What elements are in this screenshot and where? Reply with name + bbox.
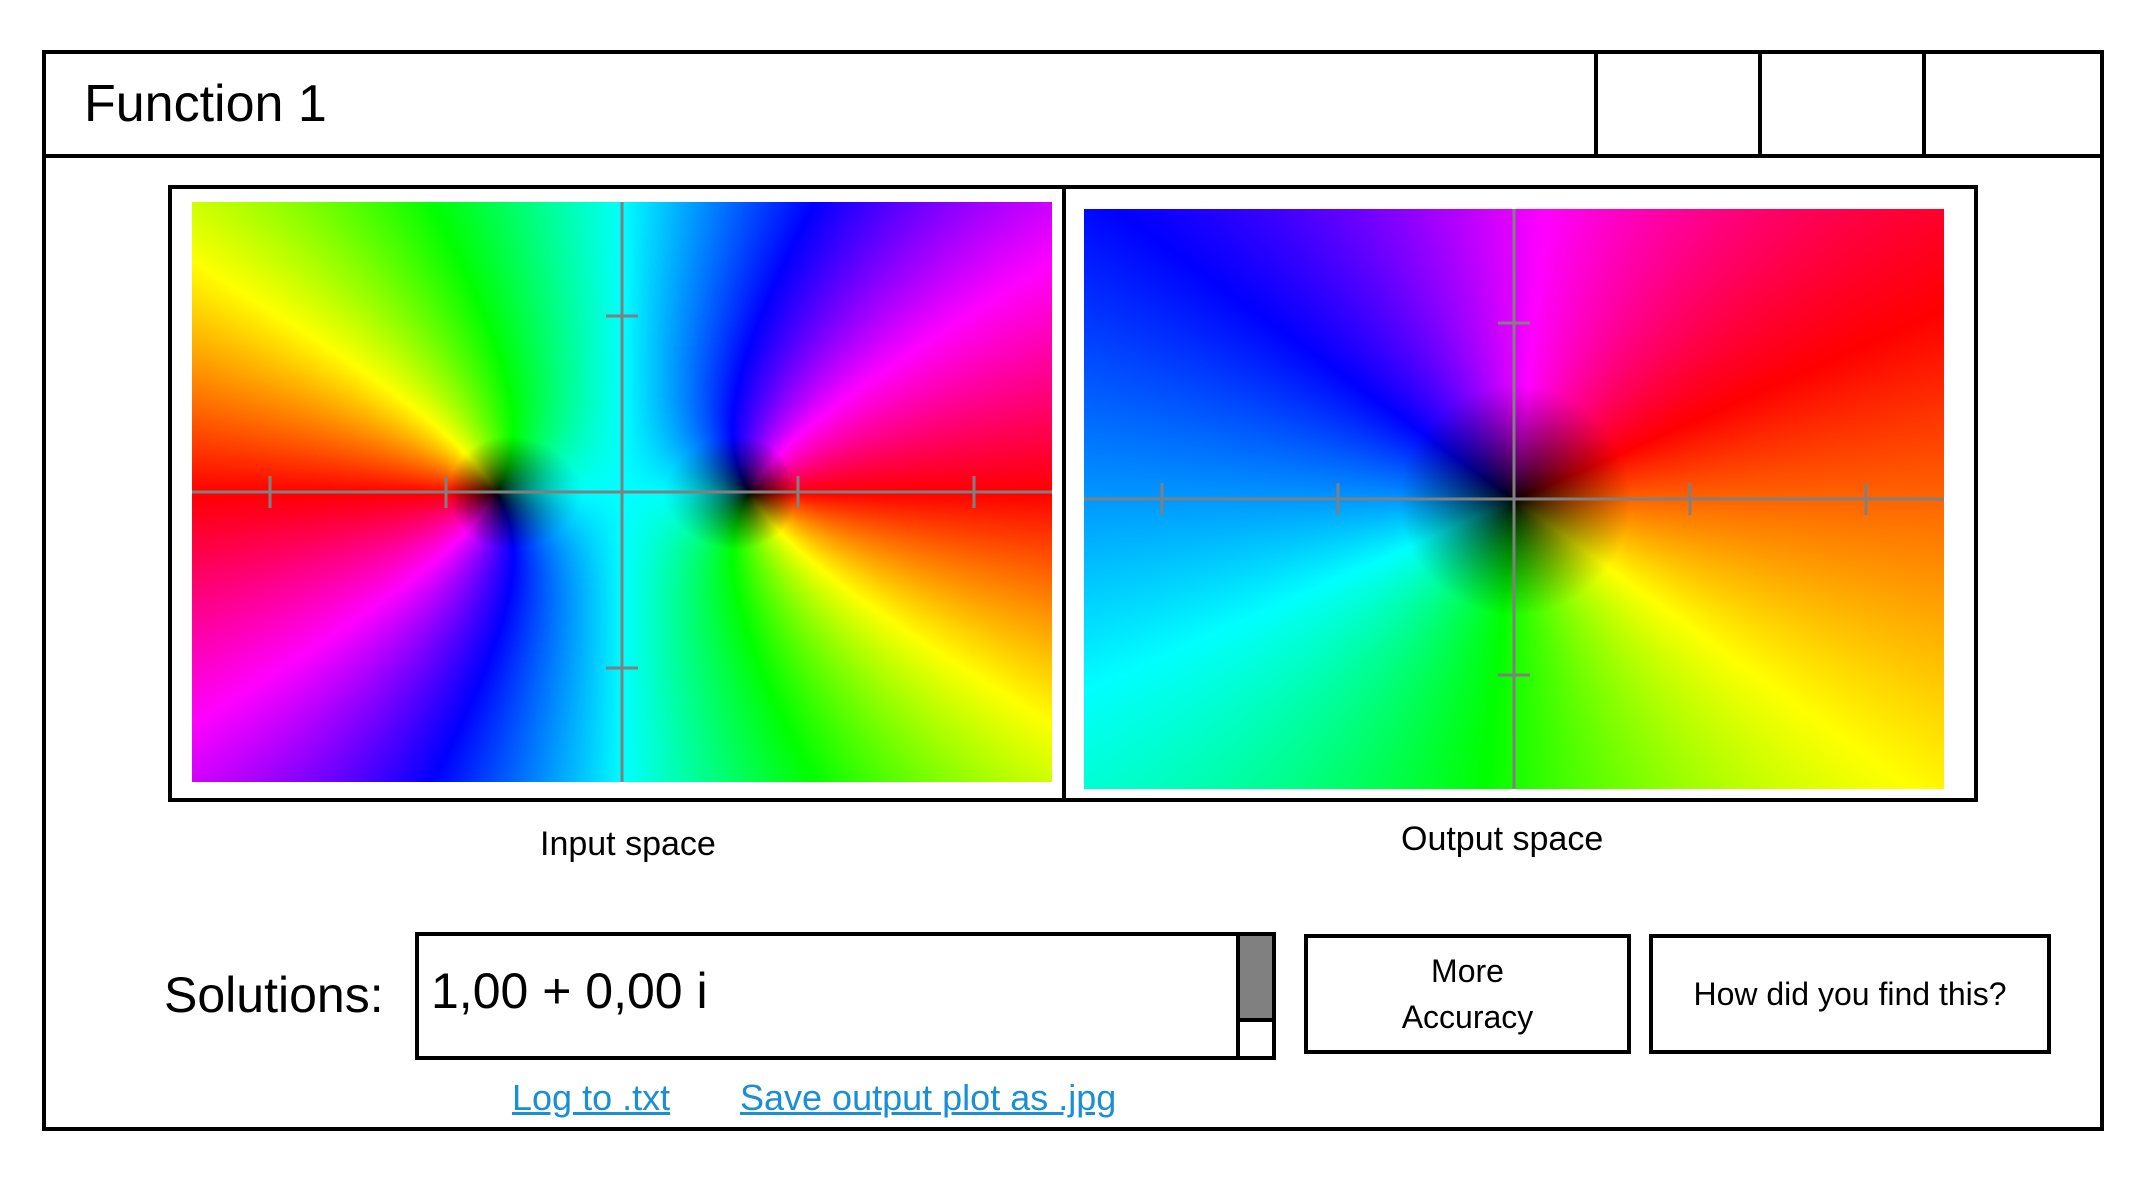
output-space-caption: Output space [1401,820,1604,858]
input-space-plot[interactable] [192,202,1052,782]
output-space-plot[interactable] [1084,209,1944,789]
titlebar-button-2[interactable] [1758,54,1922,154]
plots-divider [1062,189,1066,798]
function-window: Function 1 [42,50,2104,1131]
plots-panel [168,185,1978,802]
titlebar-button-1[interactable] [1594,54,1758,154]
input-space-caption: Input space [540,825,716,863]
how-did-you-find-this-button[interactable]: How did you find this? [1649,934,2051,1054]
more-accuracy-button[interactable]: More Accuracy [1304,934,1631,1054]
save-output-plot-link[interactable]: Save output plot as .jpg [740,1077,1117,1118]
solutions-label: Solutions: [164,967,384,1023]
solution-item[interactable]: 1,00 + 0,00 i [431,963,708,1019]
output-axes [1084,209,1944,789]
log-to-txt-link[interactable]: Log to .txt [512,1077,671,1118]
title-bar: Function 1 [46,54,2100,158]
more-accuracy-label-line2: Accuracy [1401,999,1534,1035]
how-found-label: How did you find this? [1693,976,2007,1012]
solutions-list[interactable]: 1,00 + 0,00 i [415,932,1276,1060]
window-title: Function 1 [84,75,327,133]
titlebar-button-3[interactable] [1922,54,2104,154]
scrollbar-thumb[interactable] [1240,936,1272,1022]
solutions-scrollbar[interactable] [1236,936,1272,1056]
input-axes [192,202,1052,782]
more-accuracy-label-line1: More [1431,953,1504,989]
